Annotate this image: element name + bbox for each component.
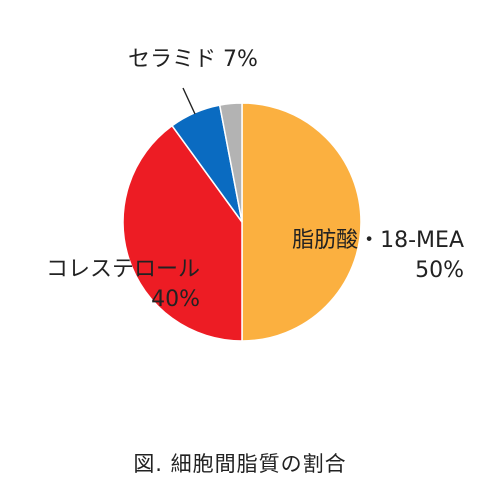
cholesterol-label: コレステロール (46, 257, 200, 282)
slice-fatty-acid (241, 102, 362, 342)
ceramide-leader-line (182, 87, 196, 115)
cholesterol-value-label: 40% (151, 287, 200, 312)
slice-other (218, 102, 243, 223)
ceramide-label: セラミド 7% (128, 47, 258, 72)
pie-slices (122, 102, 362, 342)
fatty-acid-value-label: 50% (415, 258, 464, 283)
slice-cholesterol (122, 124, 243, 342)
fatty-acid-label: 脂肪酸・18-MEA (292, 228, 464, 253)
figure-caption: 図. 細胞間脂質の割合 (133, 452, 347, 476)
